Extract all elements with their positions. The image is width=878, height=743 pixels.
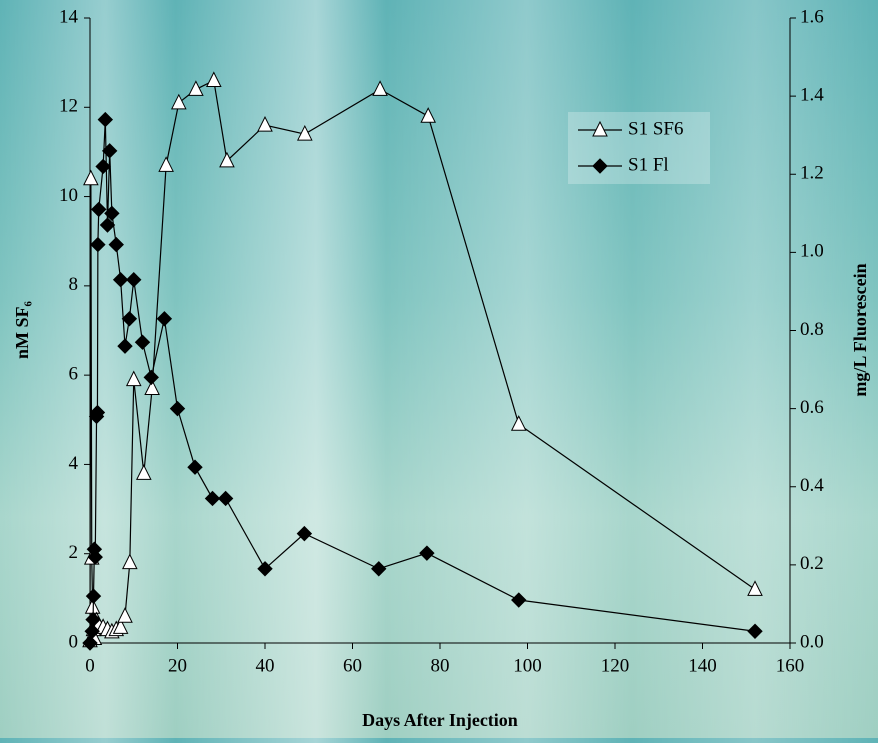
x-tick-label: 20 [168, 655, 187, 676]
x-axis-label: Days After Injection [362, 710, 518, 730]
x-tick-label: 0 [85, 655, 95, 676]
data-point [421, 108, 435, 122]
data-point [118, 339, 132, 353]
y-tick-label: 12 [59, 96, 78, 117]
data-point [122, 312, 136, 326]
x-tick-label: 60 [343, 655, 362, 676]
data-point [219, 491, 233, 505]
y2-tick-label: 0.4 [800, 475, 824, 496]
page: Days After Injection nM SF₆ mg/L Fluores… [0, 0, 878, 738]
data-point [171, 402, 185, 416]
x-tick-label: 140 [688, 655, 717, 676]
data-point [109, 238, 123, 252]
data-point [103, 144, 117, 158]
y2-tick-label: 1.6 [800, 6, 824, 27]
data-point [748, 624, 762, 638]
data-point [420, 546, 434, 560]
data-point [157, 312, 171, 326]
data-point [127, 273, 141, 287]
data-point [512, 416, 526, 430]
y-tick-label: 2 [69, 542, 79, 563]
data-point [373, 81, 387, 95]
y2-tick-label: 0.2 [800, 553, 824, 574]
data-point [172, 95, 186, 109]
data-point [207, 73, 221, 87]
data-point [87, 589, 101, 603]
data-point [137, 465, 151, 479]
y-axis-label: nM SF₆ [12, 300, 32, 359]
x-tick-label: 120 [601, 655, 630, 676]
data-point [136, 335, 150, 349]
data-point [372, 562, 386, 576]
data-point [114, 273, 128, 287]
data-point [189, 81, 203, 95]
y2-axis-label: mg/L Fluorescein [850, 263, 870, 396]
y2-tick-label: 1.2 [800, 163, 824, 184]
data-point [91, 238, 105, 252]
legend-label: S1 SF6 [628, 118, 683, 139]
data-point [220, 153, 234, 167]
data-point [92, 202, 106, 216]
data-point [206, 491, 220, 505]
x-tick-label: 40 [256, 655, 275, 676]
y-tick-label: 0 [69, 631, 79, 652]
data-point [123, 555, 137, 569]
y2-tick-label: 1.0 [800, 241, 824, 262]
y-tick-label: 8 [69, 274, 79, 295]
x-tick-label: 160 [776, 655, 805, 676]
y2-tick-label: 0.6 [800, 397, 824, 418]
data-point [118, 608, 132, 622]
data-point [258, 117, 272, 131]
series-line [90, 120, 755, 643]
data-point [748, 581, 762, 595]
y-tick-label: 4 [69, 453, 79, 474]
y2-tick-label: 0.8 [800, 319, 824, 340]
x-tick-label: 100 [513, 655, 542, 676]
data-point [96, 159, 110, 173]
y-tick-label: 14 [59, 6, 79, 27]
data-point [188, 460, 202, 474]
data-point [144, 370, 158, 384]
y2-tick-label: 0.0 [800, 631, 824, 652]
data-point [159, 157, 173, 171]
y2-tick-label: 1.4 [800, 84, 824, 105]
data-point [84, 171, 98, 185]
data-point [512, 593, 526, 607]
y-tick-label: 10 [59, 185, 78, 206]
x-tick-label: 80 [431, 655, 450, 676]
chart: Days After Injection nM SF₆ mg/L Fluores… [0, 0, 878, 738]
legend-label: S1 Fl [628, 154, 669, 175]
y-tick-label: 6 [69, 364, 79, 385]
data-point [127, 372, 141, 386]
data-point [98, 113, 112, 127]
